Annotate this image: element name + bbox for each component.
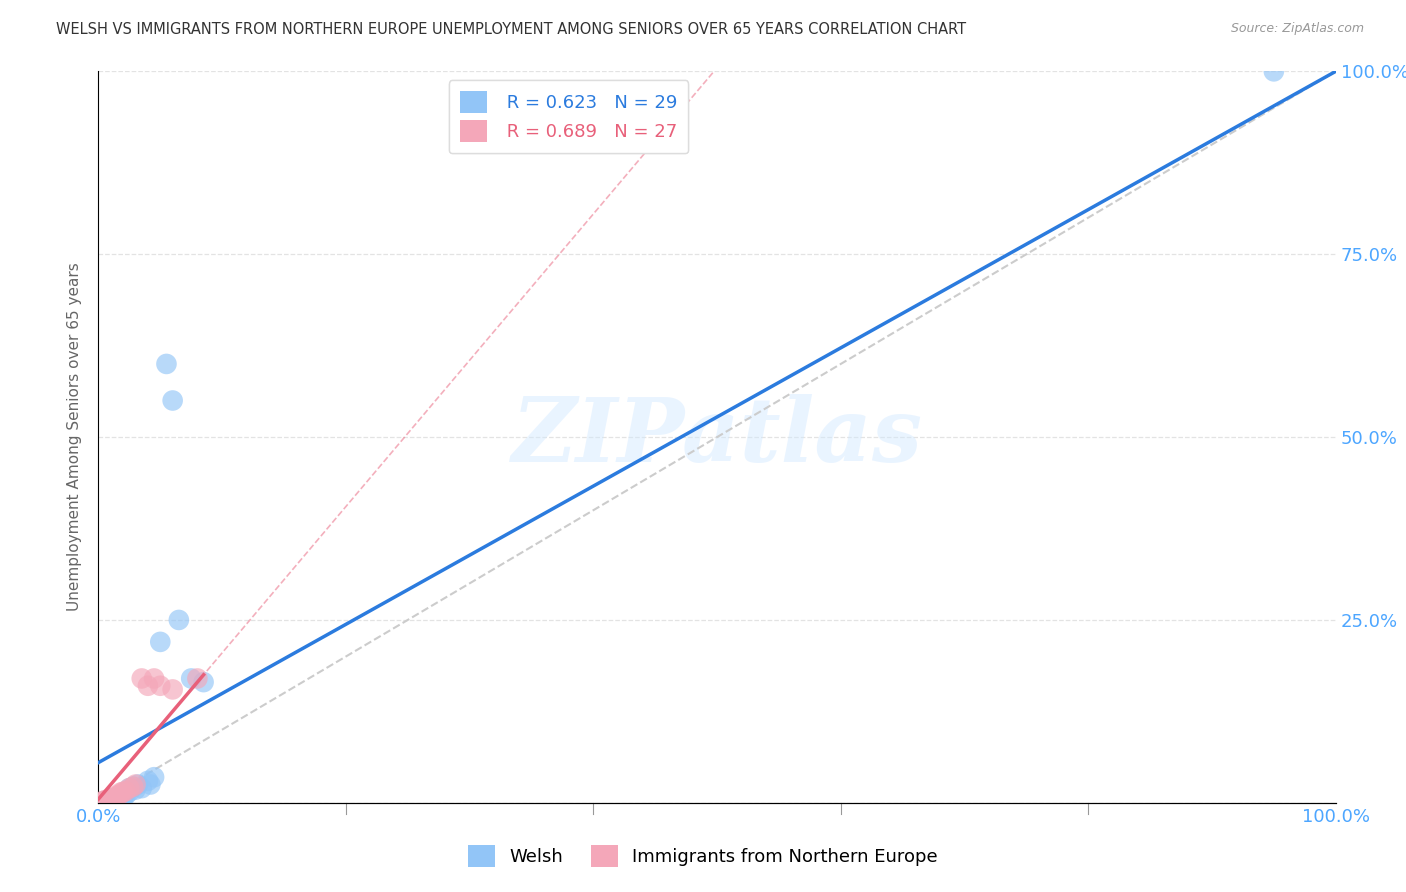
Point [105,791,128,805]
Point [105,793,128,807]
Point [193,675,215,690]
Point [131,781,153,796]
Point [112,791,135,805]
Point [149,679,172,693]
Y-axis label: Unemployment Among Seniors over 65 years: Unemployment Among Seniors over 65 years [67,263,83,611]
Point [136,773,159,788]
Point [100,794,122,808]
Point [93,794,115,808]
Point [94,793,117,807]
Point [139,777,162,792]
Point [131,672,153,686]
Point [143,770,166,784]
Point [96,794,118,808]
Point [91,794,114,808]
Text: Source: ZipAtlas.com: Source: ZipAtlas.com [1230,22,1364,36]
Point [124,777,146,792]
Point [103,790,125,805]
Point [93,795,115,809]
Point [149,635,172,649]
Point [93,794,115,808]
Point [105,789,128,804]
Point [118,781,141,796]
Point [114,789,136,803]
Point [94,796,117,810]
Point [97,794,120,808]
Point [124,782,146,797]
Point [100,792,122,806]
Point [136,679,159,693]
Legend: Welsh, Immigrants from Northern Europe: Welsh, Immigrants from Northern Europe [461,838,945,874]
Point [103,791,125,805]
Point [110,787,132,801]
Point [127,777,149,792]
Point [122,780,145,794]
Point [122,780,145,794]
Point [100,793,122,807]
Text: ZIPatlas: ZIPatlas [512,394,922,480]
Legend:  R = 0.623   N = 29,  R = 0.689   N = 27: R = 0.623 N = 29, R = 0.689 N = 27 [449,80,689,153]
Point [162,682,184,697]
Point [167,613,190,627]
Point [97,793,120,807]
Point [1263,64,1285,78]
Point [118,781,141,796]
Point [96,794,118,808]
Point [112,789,135,804]
Point [110,790,132,805]
Point [155,357,177,371]
Point [93,794,115,808]
Point [186,672,208,686]
Point [112,785,135,799]
Point [114,784,136,798]
Text: WELSH VS IMMIGRANTS FROM NORTHERN EUROPE UNEMPLOYMENT AMONG SENIORS OVER 65 YEAR: WELSH VS IMMIGRANTS FROM NORTHERN EUROPE… [56,22,966,37]
Point [110,792,132,806]
Point [105,789,128,803]
Point [143,672,166,686]
Point [110,786,132,800]
Point [118,785,141,799]
Point [100,791,122,805]
Point [103,792,125,806]
Point [162,393,184,408]
Point [180,672,202,686]
